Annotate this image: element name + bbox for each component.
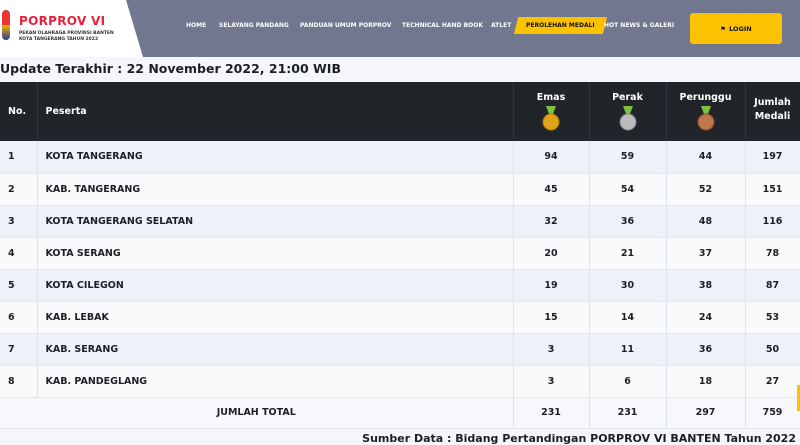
cell-peserta: KOTA TANGERANG <box>37 141 514 174</box>
cell-no: 7 <box>0 333 38 366</box>
cell-perunggu: 36 <box>666 333 746 366</box>
cell-emas: 94 <box>513 141 590 174</box>
brand-subtitle: PEKAN OLAHRAGA PROVINSI BANTEN <box>19 31 114 36</box>
total-row: JUMLAH TOTAL 231 231 297 759 <box>0 397 800 429</box>
cell-perunggu: 44 <box>666 141 746 174</box>
cell-peserta: KOTA TANGERANG SELATAN <box>37 205 514 238</box>
gold-medal-icon <box>542 106 560 131</box>
cell-perunggu: 18 <box>666 365 746 398</box>
cell-no: 5 <box>0 269 38 302</box>
cell-perak: 11 <box>589 333 667 366</box>
nav-hot-news[interactable]: HOT NEWS & GALERI <box>604 22 675 29</box>
cell-peserta: KAB. SERANG <box>37 333 514 366</box>
cell-emas: 20 <box>513 237 590 270</box>
header-peserta: Peserta <box>37 82 514 141</box>
cell-perak: 21 <box>589 237 667 270</box>
silver-medal-icon <box>619 106 636 131</box>
last-update-text: Update Terakhir : 22 November 2022, 21:0… <box>0 61 341 76</box>
header-label: Jumlah <box>754 97 791 108</box>
cell-emas: 45 <box>513 173 590 206</box>
table-row: 1 KOTA TANGERANG 94 59 44 197 <box>0 141 800 174</box>
cell-peserta: KOTA SERANG <box>37 237 514 270</box>
logo-mark-icon <box>2 10 10 40</box>
cell-perak: 36 <box>589 205 667 238</box>
brand-subtitle-2: KOTA TANGERANG TAHUN 2022 <box>19 37 99 42</box>
total-perak: 231 <box>589 397 667 429</box>
cell-no: 6 <box>0 301 38 334</box>
total-emas: 231 <box>513 397 590 429</box>
nav-label: PEROLEHAN MEDALI <box>526 22 595 29</box>
table-row: 2 KAB. TANGERANG 45 54 52 151 <box>0 173 800 206</box>
cell-perak: 30 <box>589 269 667 302</box>
cell-jumlah: 116 <box>745 205 800 238</box>
table-row: 4 KOTA SERANG 20 21 37 78 <box>0 237 800 270</box>
cell-perak: 54 <box>589 173 667 206</box>
cell-perak: 59 <box>589 141 667 174</box>
login-button[interactable]: ⚑ LOGIN <box>690 13 782 44</box>
header-label: Medali <box>754 111 791 123</box>
cell-perunggu: 48 <box>666 205 746 238</box>
cell-no: 8 <box>0 365 38 398</box>
table-row: 5 KOTA CILEGON 19 30 38 87 <box>0 269 800 302</box>
top-navbar: PORPROV VI PEKAN OLAHRAGA PROVINSI BANTE… <box>0 0 800 57</box>
login-label: LOGIN <box>729 24 752 33</box>
header-emas: Emas <box>513 82 590 141</box>
cell-no: 1 <box>0 141 38 174</box>
cell-emas: 19 <box>513 269 590 302</box>
header-label: Perunggu <box>679 92 732 103</box>
cell-peserta: KOTA CILEGON <box>37 269 514 302</box>
medal-table: No. Peserta Emas Perak Perunggu Jumlah Me… <box>0 82 800 429</box>
header-perunggu: Perunggu <box>666 82 746 141</box>
cell-peserta: KAB. PANDEGLANG <box>37 365 514 398</box>
total-label: JUMLAH TOTAL <box>0 397 514 429</box>
cell-jumlah: 53 <box>745 301 800 334</box>
cell-emas: 32 <box>513 205 590 238</box>
cell-jumlah: 50 <box>745 333 800 366</box>
total-jumlah: 759 <box>745 397 800 429</box>
cell-perak: 14 <box>589 301 667 334</box>
cell-emas: 3 <box>513 365 590 398</box>
cell-no: 3 <box>0 205 38 238</box>
nav-home[interactable]: HOME <box>186 22 207 29</box>
cell-peserta: KAB. TANGERANG <box>37 173 514 206</box>
cell-perunggu: 37 <box>666 237 746 270</box>
cell-perunggu: 24 <box>666 301 746 334</box>
header-jumlah: Jumlah Medali <box>745 82 800 141</box>
bronze-medal-icon <box>697 106 714 131</box>
flag-icon: ⚑ <box>720 24 727 33</box>
header-perak: Perak <box>589 82 667 141</box>
data-source-text: Sumber Data : Bidang Pertandingan PORPRO… <box>362 432 796 445</box>
cell-emas: 3 <box>513 333 590 366</box>
cell-no: 4 <box>0 237 38 270</box>
header-label: Perak <box>612 92 643 103</box>
table-row: 3 KOTA TANGERANG SELATAN 32 36 48 116 <box>0 205 800 238</box>
nav-selayang-pandang[interactable]: SELAYANG PANDANG <box>219 22 289 29</box>
table-row: 8 KAB. PANDEGLANG 3 6 18 27 <box>0 365 800 398</box>
logo[interactable]: PORPROV VI PEKAN OLAHRAGA PROVINSI BANTE… <box>0 0 143 57</box>
cell-jumlah: 151 <box>745 173 800 206</box>
cell-jumlah: 78 <box>745 237 800 270</box>
nav-panduan-umum[interactable]: PANDUAN UMUM PORPROV <box>300 22 392 29</box>
cell-perunggu: 38 <box>666 269 746 302</box>
header-label: Emas <box>536 92 566 103</box>
cell-emas: 15 <box>513 301 590 334</box>
table-row: 7 KAB. SERANG 3 11 36 50 <box>0 333 800 366</box>
scroll-to-top-button[interactable] <box>797 385 800 411</box>
header-no: No. <box>0 82 38 141</box>
nav-technical-handbook[interactable]: TECHNICAL HAND BOOK <box>402 22 484 29</box>
brand-title: PORPROV VI <box>19 14 106 28</box>
cell-jumlah: 197 <box>745 141 800 174</box>
cell-peserta: KAB. LEBAK <box>37 301 514 334</box>
cell-perak: 6 <box>589 365 667 398</box>
total-perunggu: 297 <box>666 397 746 429</box>
cell-jumlah: 27 <box>745 365 800 398</box>
table-row: 6 KAB. LEBAK 15 14 24 53 <box>0 301 800 334</box>
cell-jumlah: 87 <box>745 269 800 302</box>
cell-perunggu: 52 <box>666 173 746 206</box>
nav-perolehan-medali[interactable]: PEROLEHAN MEDALI <box>513 17 607 34</box>
cell-no: 2 <box>0 173 38 206</box>
nav-atlet[interactable]: ATLET <box>491 22 512 29</box>
